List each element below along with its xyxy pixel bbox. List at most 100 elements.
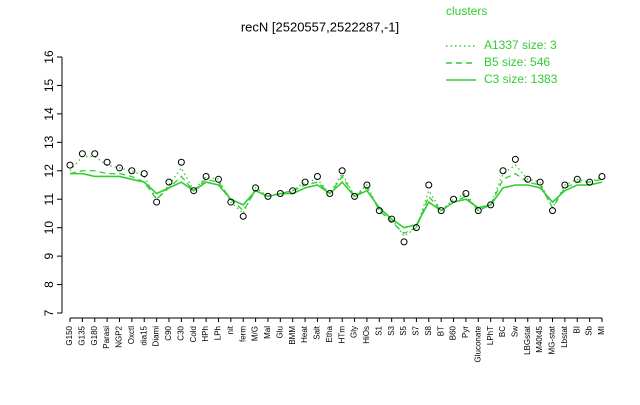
x-tick-label: Glu <box>275 326 284 338</box>
x-tick-label: NGP2 <box>115 325 124 347</box>
data-point <box>487 201 495 209</box>
legend-label: A1337 size: 3 <box>484 38 557 52</box>
x-tick-label: LPhT <box>486 326 495 345</box>
x-tick-label: BT <box>436 326 445 336</box>
data-point <box>375 207 383 215</box>
x-tick-label: Parasi <box>102 326 111 349</box>
data-point <box>412 224 420 232</box>
y-tick-label: 12 <box>42 164 56 178</box>
data-point <box>289 187 297 195</box>
x-tick-label: BMM <box>288 326 297 345</box>
y-tick-label: 8 <box>42 281 56 288</box>
data-point <box>140 170 148 178</box>
x-tick-label: G180 <box>90 325 99 345</box>
data-point <box>115 164 123 172</box>
x-tick-label: B60 <box>449 325 458 340</box>
x-tick-label: Sw <box>511 326 520 337</box>
cluster-line <box>69 155 603 238</box>
data-point <box>598 172 606 180</box>
y-tick-label: 7 <box>42 309 56 316</box>
x-tick-label: G150 <box>65 325 74 345</box>
data-point <box>128 167 136 175</box>
data-point <box>425 181 433 189</box>
data-point <box>313 172 321 180</box>
x-tick-label: M40t45 <box>535 325 544 352</box>
data-point <box>338 167 346 175</box>
x-tick-label: S3 <box>387 325 396 335</box>
data-point <box>103 158 111 166</box>
legend-title: clusters <box>446 4 487 18</box>
x-tick-label: M/G <box>251 326 260 341</box>
data-point <box>214 175 222 183</box>
data-point <box>524 175 532 183</box>
data-point <box>462 190 470 198</box>
data-point <box>511 155 519 163</box>
data-point <box>388 215 396 223</box>
x-tick-label: S8 <box>424 325 433 335</box>
data-point <box>276 190 284 198</box>
x-tick-label: BC <box>498 326 507 337</box>
x-tick-label: Oxctl <box>127 326 136 344</box>
legend-label: C3 size: 1383 <box>484 72 558 86</box>
x-tick-label: Etha <box>325 325 334 342</box>
data-point <box>363 181 371 189</box>
x-tick-label: Diami <box>152 326 161 347</box>
x-tick-label: Cold <box>189 326 198 342</box>
x-tick-label: Salt <box>313 325 322 340</box>
y-tick-label: 13 <box>42 135 56 149</box>
x-tick-label: Lbstat <box>560 325 569 348</box>
y-tick-label: 15 <box>42 78 56 92</box>
x-tick-label: S5 <box>399 325 408 335</box>
y-tick-label: 16 <box>42 50 56 64</box>
data-point <box>586 178 594 186</box>
data-point <box>66 161 74 169</box>
data-point <box>326 190 334 198</box>
data-point <box>177 158 185 166</box>
x-tick-label: dia15 <box>139 325 148 345</box>
data-point <box>165 178 173 186</box>
data-point <box>227 198 235 206</box>
data-point <box>549 207 557 215</box>
data-point <box>437 207 445 215</box>
legend-label: B5 size: 546 <box>484 55 550 69</box>
data-point <box>190 187 198 195</box>
x-tick-label: G135 <box>77 325 86 345</box>
data-point <box>351 192 359 200</box>
data-point <box>561 181 569 189</box>
x-tick-label: Sb <box>585 325 594 335</box>
x-tick-label: S1 <box>374 325 383 335</box>
data-point <box>536 178 544 186</box>
data-point <box>573 175 581 183</box>
y-tick-label: 10 <box>42 221 56 235</box>
chart-title: recN [2520557,2522287,-1] <box>241 19 399 34</box>
y-tick-label: 9 <box>42 252 56 259</box>
data-point <box>264 192 272 200</box>
data-point <box>78 150 86 158</box>
data-point <box>153 198 161 206</box>
x-tick-label: Gly <box>350 326 359 338</box>
data-point <box>91 150 99 158</box>
x-tick-label: LPh <box>214 326 223 340</box>
y-tick-label: 14 <box>42 107 56 121</box>
x-tick-label: Heat <box>300 325 309 343</box>
data-point <box>301 178 309 186</box>
cluster-line <box>70 172 603 229</box>
x-tick-label: nit <box>226 325 235 334</box>
cluster-line <box>69 170 603 235</box>
data-point <box>400 238 408 246</box>
x-tick-label: S7 <box>412 325 421 335</box>
x-tick-label: MG-stat <box>548 325 557 354</box>
x-tick-label: MI <box>597 326 606 335</box>
data-point <box>202 172 210 180</box>
x-tick-label: BI <box>572 326 581 334</box>
y-tick-label: 11 <box>42 193 56 206</box>
data-point <box>252 184 260 192</box>
data-point <box>474 207 482 215</box>
data-point <box>239 212 247 220</box>
x-tick-label: HPh <box>201 326 210 342</box>
x-tick-label: ferm <box>238 326 247 342</box>
data-point <box>499 167 507 175</box>
x-tick-label: HTm <box>337 326 346 344</box>
x-tick-label: LBGstat <box>523 325 532 355</box>
